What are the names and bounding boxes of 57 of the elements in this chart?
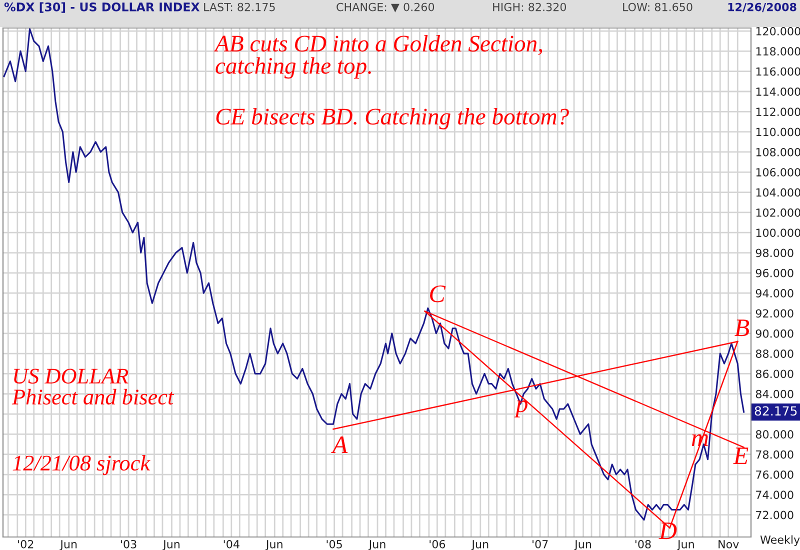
- y-tick-label: 86.000: [756, 370, 794, 378]
- x-tick-label: Jun: [265, 540, 282, 550]
- y-tick-label: 88.000: [756, 350, 794, 358]
- y-tick-label: 80.000: [756, 430, 794, 439]
- y-tick-label: 78.000: [756, 450, 794, 459]
- x-tick-label: Jun: [471, 540, 488, 550]
- annotation: CE bisects BD. Catching the bottom?: [216, 108, 569, 130]
- x-axis-title: Weekly: [760, 535, 800, 546]
- annotation: E: [733, 448, 748, 464]
- y-tick-label: 96.000: [756, 268, 794, 278]
- annotation: AB cuts CD into a Golden Section, catching the top.: [214, 35, 542, 79]
- y-tick-label: 92.000: [756, 309, 794, 318]
- y-tick-label: 116.000: [756, 67, 800, 76]
- text: LAST: 82.175: [204, 2, 275, 12]
- x-tick-label: '03: [120, 540, 136, 548]
- y-tick-label: 98.000: [756, 248, 794, 258]
- annotation: p: [514, 400, 528, 418]
- y-tick-label: 76.000: [756, 470, 794, 479]
- y-tick-label: 74.000: [756, 490, 794, 500]
- x-tick-label: '06: [430, 540, 446, 548]
- x-tick-label: Nov: [718, 540, 739, 548]
- x-tick-label: '07: [532, 540, 548, 548]
- text: CHANGE: ▼ 0.260: [336, 2, 434, 12]
- y-tick-label: 114.000: [756, 87, 800, 96]
- x-tick-label: Jun: [162, 540, 180, 550]
- y-tick-label: 120.000: [756, 27, 800, 36]
- x-tick-label: '08: [635, 540, 651, 548]
- text: 82.175: [754, 406, 797, 416]
- text: 12/26/2008: [728, 2, 796, 12]
- x-tick-label: '04: [224, 540, 240, 548]
- annotation: US DOLLAR Phisect and bisect: [12, 368, 174, 405]
- y-tick-label: 72.000: [756, 510, 794, 520]
- y-tick-label: 102.000: [756, 208, 800, 217]
- chart-title: %DX [30] - US DOLLAR INDEX: [4, 2, 200, 13]
- x-tick-label: Jun: [574, 540, 592, 550]
- annotation: C: [430, 285, 446, 302]
- y-tick-label: 108.000: [756, 148, 800, 156]
- y-tick-label: 94.000: [756, 289, 794, 298]
- x-tick-label: Jun: [60, 540, 77, 550]
- y-tick-label: 104.000: [756, 188, 800, 197]
- annotation: A: [331, 436, 348, 454]
- text: LOW: 81.650: [623, 2, 692, 12]
- y-tick-label: 106.000: [756, 168, 800, 177]
- x-tick-label: '05: [326, 540, 342, 548]
- y-tick-label: 110.000: [756, 128, 800, 136]
- annotation: 12/21/08 sjrock: [12, 455, 150, 476]
- x-tick-label: Jun: [368, 540, 386, 550]
- text: HIGH: 82.320: [493, 2, 566, 12]
- y-tick-label: 84.000: [756, 390, 794, 398]
- y-tick-label: 112.000: [756, 108, 800, 116]
- x-tick-label: '02: [18, 540, 34, 548]
- y-tick-label: 118.000: [756, 47, 800, 56]
- y-tick-label: 100.000: [756, 228, 800, 237]
- annotation: B: [734, 320, 750, 336]
- annotation: D: [658, 522, 677, 540]
- x-tick-label: Jun: [676, 540, 694, 550]
- y-tick-label: 90.000: [756, 329, 794, 338]
